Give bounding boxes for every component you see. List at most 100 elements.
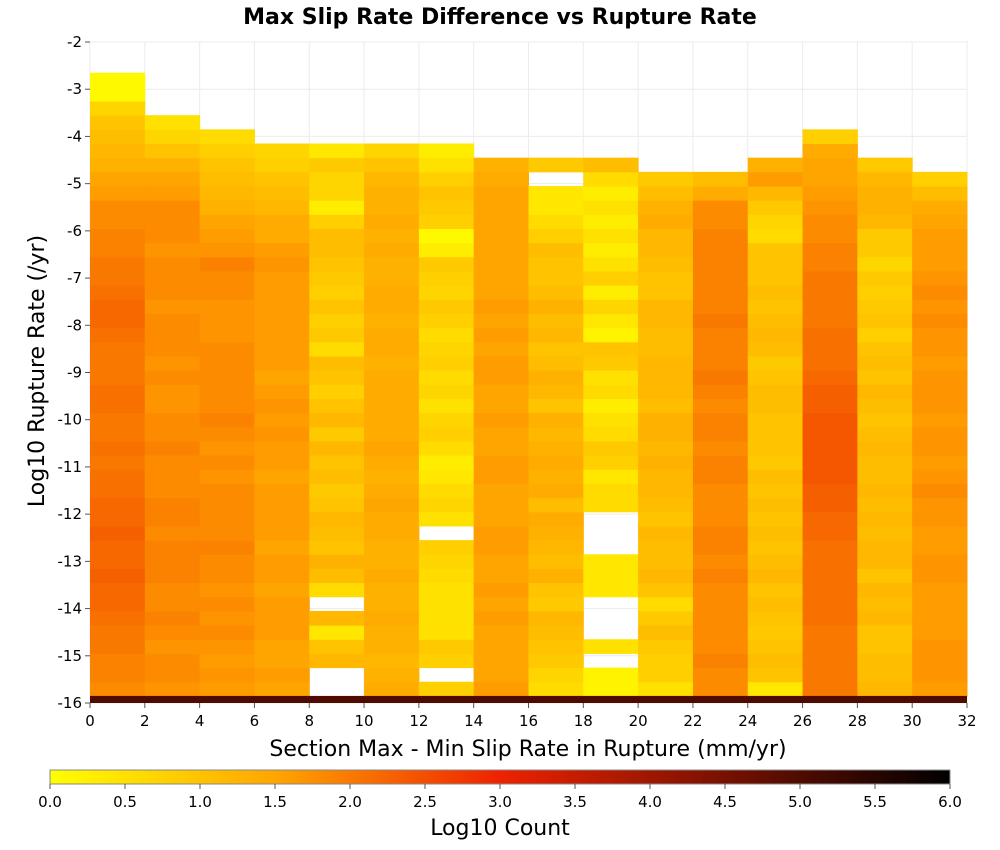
heatmap-cell — [747, 639, 804, 654]
heatmap-cell — [199, 242, 255, 258]
heatmap-cell — [473, 568, 529, 584]
heatmap-cell — [747, 568, 804, 584]
heatmap-cell — [199, 299, 255, 314]
x-tick-label: 10 — [355, 712, 374, 730]
heatmap-cell — [912, 497, 968, 513]
heatmap-cell — [254, 483, 310, 499]
heatmap-cell — [364, 497, 420, 513]
colorbar-tick-label: 3.5 — [563, 793, 587, 811]
heatmap-cell — [473, 384, 529, 399]
y-tick-label: -4 — [67, 127, 82, 145]
x-tick-label: 28 — [848, 712, 867, 730]
heatmap-cell — [857, 497, 913, 513]
heatmap-cell — [418, 625, 475, 640]
chart-title: Max Slip Rate Difference vs Rupture Rate — [243, 5, 757, 30]
heatmap-cell — [583, 299, 639, 314]
colorbar-tick-label: 2.5 — [413, 793, 437, 811]
colorbar-tick-label: 1.5 — [263, 793, 287, 811]
heatmap-cell — [199, 497, 255, 513]
heatmap-cell — [144, 497, 201, 513]
heatmap-cell — [90, 72, 146, 88]
heatmap-cell — [364, 653, 420, 669]
heatmap-cell — [912, 639, 968, 654]
x-tick-label: 22 — [683, 712, 702, 730]
heatmap-cell — [802, 214, 858, 229]
heatmap-cell — [418, 384, 475, 399]
heatmap-cell — [418, 497, 475, 513]
heatmap-cell — [638, 370, 694, 385]
heatmap-cell — [912, 596, 968, 612]
heatmap-cell — [199, 313, 255, 329]
heatmap-cell — [199, 370, 255, 385]
heatmap-cell — [254, 554, 310, 569]
heatmap-cell — [144, 341, 201, 357]
heatmap-cell — [802, 143, 858, 159]
heatmap-cell — [364, 242, 420, 258]
heatmap-cell — [144, 285, 201, 300]
heatmap-cell — [254, 228, 310, 244]
heatmap-cell — [364, 426, 420, 442]
heatmap-cell — [309, 469, 365, 484]
heatmap-cell — [90, 681, 146, 697]
heatmap-cell — [857, 256, 913, 272]
heatmap-cell — [364, 186, 420, 201]
heatmap-cell — [638, 412, 694, 428]
heatmap-cell — [473, 440, 529, 456]
heatmap-cell — [912, 341, 968, 357]
heatmap-cell — [638, 625, 694, 640]
heatmap-cell — [692, 228, 749, 244]
heatmap-cell — [199, 667, 255, 683]
heatmap-cell — [90, 143, 146, 159]
heatmap-cell — [638, 653, 694, 669]
heatmap-cell — [802, 568, 858, 584]
heatmap-cell — [144, 242, 201, 258]
heatmap-cell — [583, 384, 639, 399]
heatmap-cell — [583, 483, 639, 499]
heatmap-cell — [144, 639, 201, 654]
heatmap-cell — [528, 270, 584, 286]
heatmap-cell — [364, 483, 420, 499]
y-tick-label: -9 — [67, 364, 82, 382]
heatmap-cell — [857, 398, 913, 414]
heatmap-cell — [90, 610, 146, 626]
heatmap-cell — [309, 610, 365, 626]
heatmap-cell — [309, 242, 365, 258]
heatmap-cell — [912, 270, 968, 286]
heatmap-cell — [418, 540, 475, 555]
heatmap-cell — [912, 653, 968, 669]
heatmap-cell — [364, 285, 420, 300]
heatmap-cell — [309, 285, 365, 300]
heatmap-cell — [90, 327, 146, 343]
heatmap-cell — [912, 370, 968, 385]
heatmap-cell — [144, 412, 201, 428]
heatmap-cell — [199, 228, 255, 244]
heatmap-cell — [199, 653, 255, 669]
heatmap-cell — [364, 440, 420, 456]
heatmap-cell — [199, 469, 255, 484]
heatmap-cell — [692, 370, 749, 385]
heatmap-cell — [747, 497, 804, 513]
heatmap-cell — [199, 540, 255, 555]
heatmap-cell — [144, 129, 201, 145]
heatmap-cell — [199, 610, 255, 626]
heatmap-cell — [638, 214, 694, 229]
heatmap-cell — [638, 327, 694, 343]
heatmap-cell — [90, 667, 146, 683]
heatmap-cell — [144, 355, 201, 371]
heatmap-cell — [747, 299, 804, 314]
heatmap-cell — [912, 186, 968, 201]
heatmap-cell — [90, 511, 146, 527]
heatmap-cell — [692, 299, 749, 314]
heatmap-cell — [583, 256, 639, 272]
heatmap-cell — [802, 497, 858, 513]
x-tick-label: 8 — [304, 712, 314, 730]
colorbar-label: Log10 Count — [430, 816, 570, 841]
heatmap-cell — [747, 370, 804, 385]
heatmap-cell — [418, 214, 475, 229]
heatmap-cell — [528, 469, 584, 484]
heatmap-cell — [802, 186, 858, 201]
heatmap-cell — [90, 157, 146, 173]
heatmap-bottom-row — [90, 695, 967, 703]
heatmap-cell — [802, 639, 858, 654]
heatmap-cell — [528, 327, 584, 343]
